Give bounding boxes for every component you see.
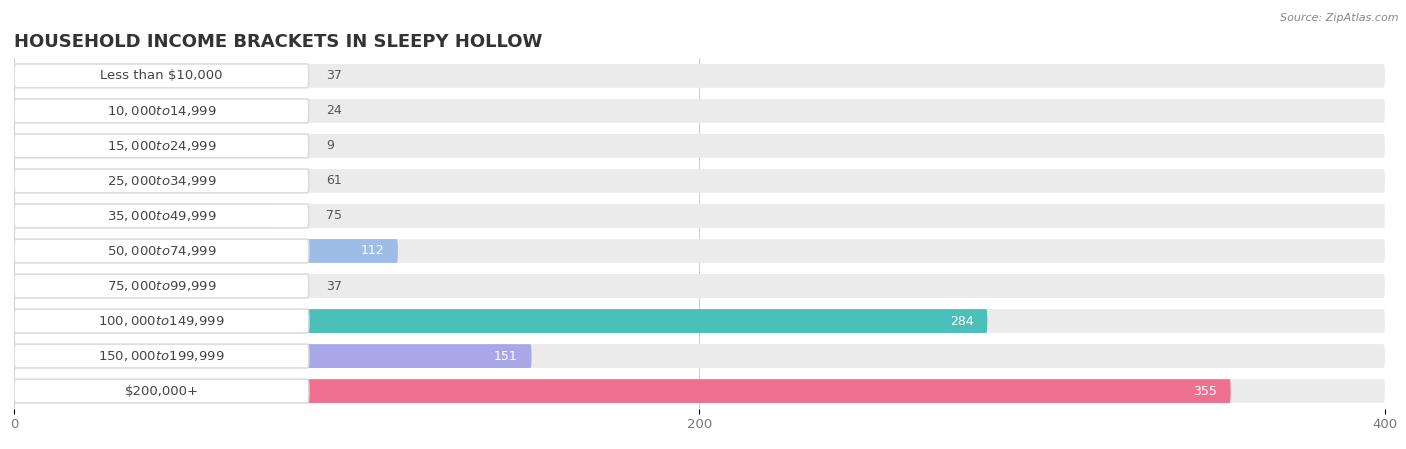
Text: 37: 37 bbox=[326, 280, 342, 292]
Text: $75,000 to $99,999: $75,000 to $99,999 bbox=[107, 279, 217, 293]
Text: 284: 284 bbox=[950, 315, 973, 327]
Text: $150,000 to $199,999: $150,000 to $199,999 bbox=[98, 349, 225, 363]
FancyBboxPatch shape bbox=[14, 204, 271, 228]
Text: 24: 24 bbox=[326, 105, 342, 117]
FancyBboxPatch shape bbox=[14, 169, 224, 193]
FancyBboxPatch shape bbox=[14, 239, 309, 263]
FancyBboxPatch shape bbox=[14, 274, 309, 298]
FancyBboxPatch shape bbox=[14, 99, 309, 123]
Text: Source: ZipAtlas.com: Source: ZipAtlas.com bbox=[1281, 13, 1399, 23]
FancyBboxPatch shape bbox=[14, 169, 1385, 193]
Text: $10,000 to $14,999: $10,000 to $14,999 bbox=[107, 104, 217, 118]
FancyBboxPatch shape bbox=[14, 309, 987, 333]
FancyBboxPatch shape bbox=[14, 239, 398, 263]
FancyBboxPatch shape bbox=[14, 239, 1385, 263]
Text: Less than $10,000: Less than $10,000 bbox=[100, 70, 222, 82]
Text: 355: 355 bbox=[1194, 385, 1218, 397]
Text: 61: 61 bbox=[326, 175, 342, 187]
Text: 112: 112 bbox=[360, 245, 384, 257]
FancyBboxPatch shape bbox=[14, 274, 1385, 298]
Text: $15,000 to $24,999: $15,000 to $24,999 bbox=[107, 139, 217, 153]
FancyBboxPatch shape bbox=[14, 64, 1385, 88]
FancyBboxPatch shape bbox=[14, 134, 45, 158]
FancyBboxPatch shape bbox=[14, 309, 1385, 333]
FancyBboxPatch shape bbox=[14, 344, 531, 368]
FancyBboxPatch shape bbox=[14, 344, 309, 368]
Text: 75: 75 bbox=[326, 210, 342, 222]
Text: $25,000 to $34,999: $25,000 to $34,999 bbox=[107, 174, 217, 188]
Text: $200,000+: $200,000+ bbox=[124, 385, 198, 397]
FancyBboxPatch shape bbox=[14, 134, 309, 158]
FancyBboxPatch shape bbox=[14, 204, 309, 228]
FancyBboxPatch shape bbox=[14, 204, 1385, 228]
Text: $35,000 to $49,999: $35,000 to $49,999 bbox=[107, 209, 217, 223]
Text: 9: 9 bbox=[326, 140, 333, 152]
FancyBboxPatch shape bbox=[14, 379, 1230, 403]
Text: HOUSEHOLD INCOME BRACKETS IN SLEEPY HOLLOW: HOUSEHOLD INCOME BRACKETS IN SLEEPY HOLL… bbox=[14, 33, 543, 51]
FancyBboxPatch shape bbox=[14, 169, 309, 193]
FancyBboxPatch shape bbox=[14, 99, 96, 123]
FancyBboxPatch shape bbox=[14, 344, 1385, 368]
Text: 37: 37 bbox=[326, 70, 342, 82]
FancyBboxPatch shape bbox=[14, 64, 309, 88]
FancyBboxPatch shape bbox=[14, 134, 1385, 158]
Text: 151: 151 bbox=[494, 350, 517, 362]
FancyBboxPatch shape bbox=[14, 274, 141, 298]
FancyBboxPatch shape bbox=[14, 99, 1385, 123]
FancyBboxPatch shape bbox=[14, 379, 309, 403]
Text: $50,000 to $74,999: $50,000 to $74,999 bbox=[107, 244, 217, 258]
FancyBboxPatch shape bbox=[14, 64, 141, 88]
FancyBboxPatch shape bbox=[14, 309, 309, 333]
Text: $100,000 to $149,999: $100,000 to $149,999 bbox=[98, 314, 225, 328]
FancyBboxPatch shape bbox=[14, 379, 1385, 403]
